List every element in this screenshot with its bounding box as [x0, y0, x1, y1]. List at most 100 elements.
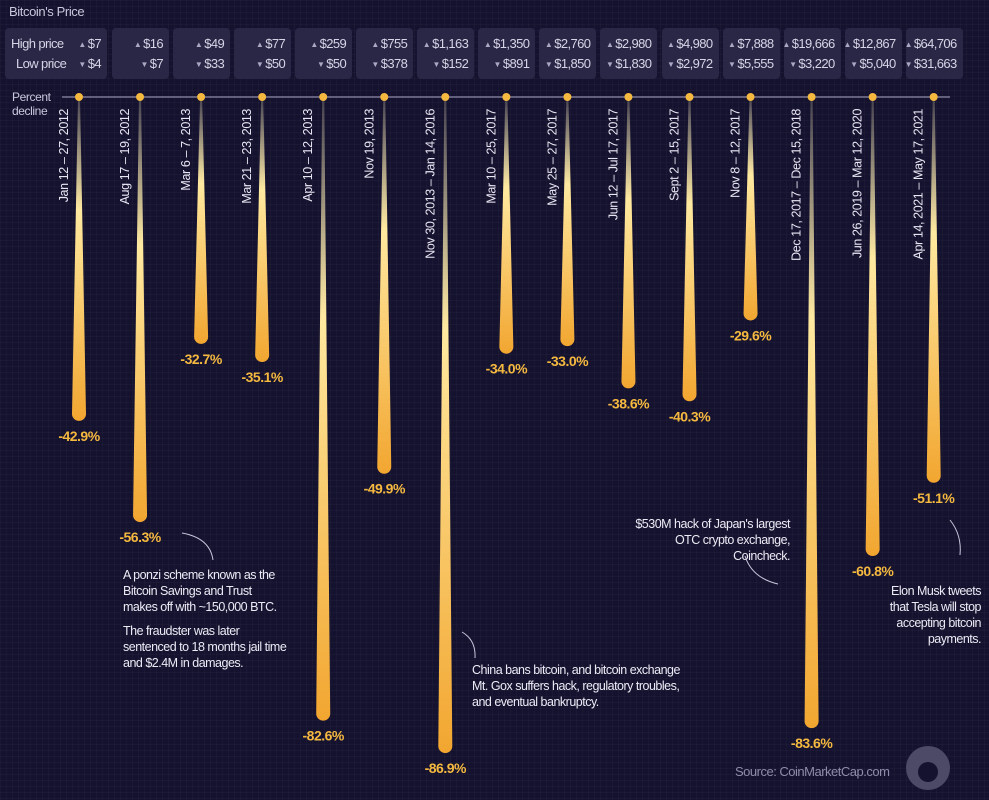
- low-price: ▼ $7: [140, 56, 163, 71]
- up-triangle-icon: ▲: [310, 40, 318, 49]
- low-price: ▼ $5,040: [850, 56, 896, 71]
- low-price: ▼ $50: [317, 56, 347, 71]
- high-price-value: $1,350: [493, 36, 530, 51]
- down-triangle-icon: ▼: [850, 60, 858, 69]
- period-date-label: Jun 12 – Jul 17, 2017: [606, 109, 620, 221]
- decline-value-label: -32.7%: [180, 351, 222, 367]
- high-price: ▲ $2,760: [545, 36, 591, 51]
- price-box: ▲ $7,888 ▼ $5,555: [722, 28, 780, 79]
- high-price-value: $19,666: [791, 36, 835, 51]
- up-triangle-icon: ▲: [728, 40, 736, 49]
- annotation-china: China bans bitcoin, and bitcoin exchange…: [472, 663, 680, 709]
- decline-drop: [499, 97, 514, 354]
- period-date-label: Nov 19, 2013: [362, 109, 376, 179]
- down-triangle-icon: ▼: [432, 60, 440, 69]
- high-price: ▲ $16: [133, 36, 164, 51]
- high-price-value: $2,980: [615, 36, 652, 51]
- up-triangle-icon: ▲: [544, 40, 553, 49]
- price-box: ▲ $19,666 ▼ $3,220: [782, 28, 841, 79]
- period-dot: [929, 93, 938, 101]
- price-box: ▲ $4,980 ▼ $2,972: [661, 28, 719, 79]
- up-triangle-icon: ▲: [133, 40, 142, 49]
- down-triangle-icon: ▼: [904, 60, 913, 69]
- decline-drop: [255, 97, 270, 363]
- low-price: ▼ $4: [78, 56, 101, 71]
- period-date-label: Dec 17, 2017 – Dec 15, 2018: [790, 109, 804, 261]
- decline-drop: [438, 97, 453, 754]
- low-price-value: $31,663: [913, 56, 957, 71]
- y-axis-label: Percent decline: [12, 90, 51, 118]
- period-date-label: Sept 2 – 15, 2017: [668, 109, 682, 201]
- low-price: ▼ $152: [432, 56, 468, 71]
- low-price-value: $378: [380, 56, 408, 71]
- annotation-musk: Elon Musk tweets that Tesla will stop ac…: [889, 584, 982, 646]
- price-box: ▲ $755 ▼ $378: [356, 28, 414, 79]
- high-price: ▲ $19,666: [782, 36, 835, 51]
- decline-value-label: -29.6%: [730, 327, 772, 343]
- low-price-value: $50: [326, 56, 347, 71]
- up-triangle-icon: ▲: [194, 40, 203, 49]
- up-triangle-icon: ▲: [483, 40, 492, 49]
- high-price: ▲ $77: [255, 36, 286, 51]
- low-price: ▼ $1,830: [606, 56, 652, 71]
- low-price-value: $891: [502, 56, 530, 71]
- up-triangle-icon: ▲: [904, 40, 913, 49]
- period-dot: [685, 93, 694, 101]
- up-triangle-icon: ▲: [843, 40, 852, 49]
- low-price: ▼ $33: [194, 56, 225, 71]
- low-price: ▼ $31,663: [904, 56, 958, 71]
- high-price: ▲ $7: [78, 36, 101, 51]
- chart-title: Bitcoin's Price: [9, 4, 85, 19]
- period-date-label: Mar 21 – 23, 2013: [240, 109, 254, 204]
- down-triangle-icon: ▼: [255, 60, 264, 69]
- low-price: ▼ $3,220: [789, 56, 835, 71]
- up-triangle-icon: ▲: [255, 40, 264, 49]
- up-triangle-icon: ▲: [78, 40, 86, 49]
- decline-drop: [926, 97, 941, 483]
- period-date-label: Aug 17 – 19, 2012: [118, 109, 132, 205]
- period-dot: [197, 93, 206, 101]
- annotation-text: The fraudster was later sentenced to 18 …: [123, 624, 287, 670]
- annotation-ponzi: A ponzi scheme known as the Bitcoin Savi…: [123, 567, 288, 679]
- up-triangle-icon: ▲: [667, 40, 675, 49]
- period-date-label: Jun 26, 2019 – Mar 12, 2020: [851, 109, 865, 258]
- price-box: ▲ $64,706 ▼ $31,663: [904, 28, 963, 79]
- decline-value-label: -56.3%: [119, 529, 161, 545]
- decline-value-label: -83.6%: [791, 735, 833, 751]
- period-date-label: May 25 – 27, 2017: [545, 109, 559, 206]
- period-date-label: Mar 10 – 25, 2017: [484, 109, 498, 204]
- low-price: ▼ $5,555: [728, 56, 774, 71]
- low-price: ▼ $891: [493, 56, 529, 71]
- decline-value-label: -34.0%: [486, 361, 528, 377]
- low-price-value: $33: [204, 56, 225, 71]
- low-price-value: $50: [265, 56, 286, 71]
- decline-drop: [804, 97, 819, 729]
- down-triangle-icon: ▼: [194, 60, 203, 69]
- source-note: Source: CoinMarketCap.com: [735, 764, 890, 779]
- annotation-text: A ponzi scheme known as the Bitcoin Savi…: [123, 568, 277, 614]
- low-price-label: Low price: [16, 56, 67, 71]
- decline-drop: [682, 97, 697, 402]
- low-price-value: $152: [441, 56, 469, 71]
- down-triangle-icon: ▼: [728, 60, 736, 69]
- period-date-label: Mar 6 – 7, 2013: [179, 109, 193, 191]
- price-box: ▲ $16 ▼ $7: [112, 28, 170, 79]
- decline-value-label: -33.0%: [547, 353, 589, 369]
- low-price-value: $4: [87, 56, 102, 71]
- high-price: ▲ $1,350: [484, 36, 530, 51]
- price-box: ▲ $12,867 ▼ $5,040: [843, 28, 902, 79]
- decline-value-label: -38.6%: [608, 395, 650, 411]
- price-box: ▲ $1,163 ▼ $152: [417, 28, 475, 79]
- up-triangle-icon: ▲: [782, 40, 790, 49]
- price-box: ▲ $259 ▼ $50: [295, 28, 353, 79]
- decline-drop: [560, 97, 575, 347]
- period-dot: [502, 93, 511, 101]
- low-price-value: $5,040: [859, 56, 896, 71]
- high-price: ▲ $64,706: [904, 36, 958, 51]
- high-price-value: $2,760: [554, 36, 591, 51]
- period-dot: [380, 93, 389, 101]
- high-price: ▲ $7,888: [728, 36, 774, 51]
- low-price: ▼ $378: [371, 56, 407, 71]
- low-price-value: $2,972: [676, 56, 713, 71]
- low-price-value: $1,830: [615, 56, 652, 71]
